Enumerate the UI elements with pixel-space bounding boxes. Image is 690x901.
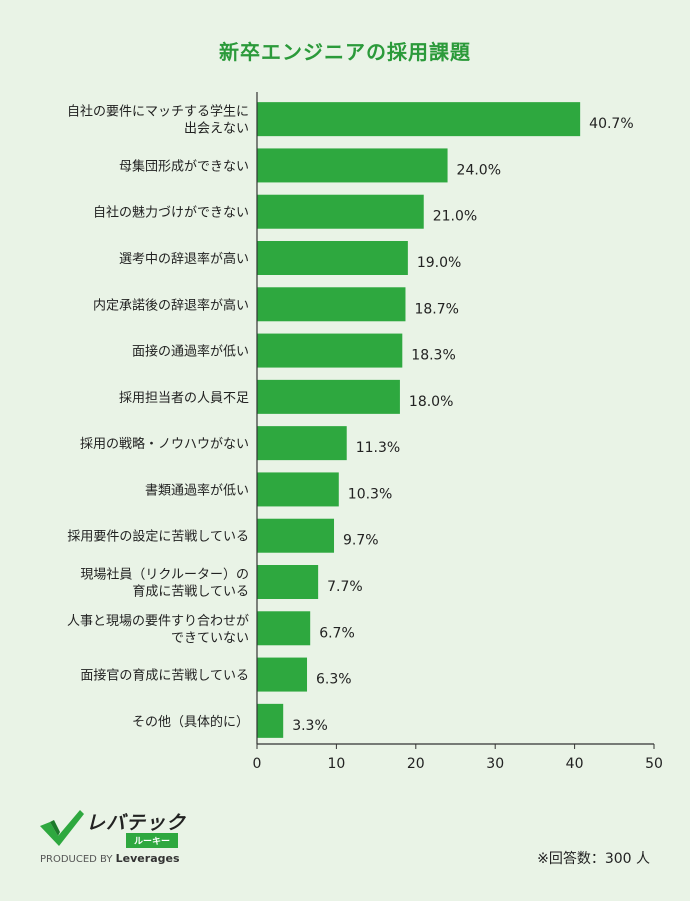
category-label-line: 面接の通過率が低い bbox=[132, 344, 249, 360]
value-label-10: 9.7% bbox=[343, 533, 379, 549]
logo-subtitle: ルーキー bbox=[126, 833, 179, 848]
category-label-line: その他（具体的に） bbox=[132, 714, 249, 730]
category-label-line: 内定承諾後の辞退率が高い bbox=[93, 297, 249, 313]
category-label-11: 現場社員（リクルーター）の育成に苦戦している bbox=[80, 567, 249, 600]
checkmark-logo-icon bbox=[40, 810, 84, 846]
bar-3 bbox=[257, 194, 424, 229]
bar-6 bbox=[257, 333, 403, 368]
category-label-line: 母集団形成ができない bbox=[119, 158, 249, 174]
bar-chart: 40.7% 自社の要件にマッチする学生に出会えない 24.0% 母集団形成ができない 2… bbox=[67, 92, 663, 772]
bar-4 bbox=[257, 241, 408, 275]
category-label-line: 出会えない bbox=[184, 122, 249, 137]
x-tick-label-40: 40 bbox=[566, 756, 584, 772]
bar-11 bbox=[257, 565, 319, 599]
category-label-8: 採用の戦略・ノウハウがない bbox=[80, 436, 249, 452]
category-label-line: 育成に苦戦している bbox=[132, 584, 249, 600]
category-label-3: 自社の魅力づけができない bbox=[93, 205, 249, 221]
value-label-2: 24.0% bbox=[457, 162, 501, 178]
category-label-12: 人事と現場の要件すり合わせができていない bbox=[67, 614, 249, 646]
category-label-line: 選考中の辞退率が高い bbox=[119, 251, 249, 267]
category-label-2: 母集団形成ができない bbox=[119, 158, 249, 174]
category-label-line: 採用要件の設定に苦戦している bbox=[67, 529, 249, 545]
category-label-6: 面接の通過率が低い bbox=[132, 344, 249, 360]
logo-produced-by: PRODUCED BY Leverages bbox=[40, 852, 180, 865]
category-label-1: 自社の要件にマッチする学生に出会えない bbox=[67, 104, 249, 137]
x-tick-label-0: 0 bbox=[253, 756, 262, 772]
category-label-line: 人事と現場の要件すり合わせが bbox=[67, 614, 249, 629]
category-label-5: 内定承諾後の辞退率が高い bbox=[93, 297, 249, 313]
category-label-7: 採用担当者の人員不足 bbox=[119, 391, 249, 406]
x-tick-label-50: 50 bbox=[645, 756, 663, 772]
logo-wordmark: レバテック bbox=[86, 812, 187, 834]
value-label-9: 10.3% bbox=[348, 486, 392, 502]
value-label-6: 18.3% bbox=[411, 348, 455, 364]
x-tick-label-10: 10 bbox=[327, 756, 345, 772]
bar-5 bbox=[257, 287, 406, 322]
category-label-line: 自社の魅力づけができない bbox=[93, 205, 249, 221]
category-label-line: 自社の要件にマッチする学生に bbox=[67, 104, 249, 120]
category-label-line: できていない bbox=[171, 631, 249, 646]
bar-9 bbox=[257, 472, 339, 507]
value-label-8: 11.3% bbox=[356, 440, 400, 456]
value-label-3: 21.0% bbox=[433, 209, 477, 225]
category-label-13: 面接官の育成に苦戦している bbox=[80, 668, 249, 684]
category-label-14: その他（具体的に） bbox=[132, 714, 249, 730]
category-label-4: 選考中の辞退率が高い bbox=[119, 251, 249, 267]
x-tick-label-20: 20 bbox=[407, 756, 425, 772]
value-label-1: 40.7% bbox=[589, 116, 633, 132]
category-label-line: 書類通過率が低い bbox=[145, 482, 249, 498]
bar-12 bbox=[257, 611, 311, 646]
value-label-4: 19.0% bbox=[417, 255, 461, 271]
category-label-line: 面接官の育成に苦戦している bbox=[80, 668, 249, 684]
chart-title: 新卒エンジニアの採用課題 bbox=[219, 40, 471, 64]
bar-10 bbox=[257, 518, 335, 553]
bar-8 bbox=[257, 426, 347, 461]
category-label-line: 採用担当者の人員不足 bbox=[119, 391, 249, 406]
value-label-7: 18.0% bbox=[409, 394, 453, 410]
category-label-line: 採用の戦略・ノウハウがない bbox=[80, 436, 249, 452]
bar-1 bbox=[257, 102, 581, 137]
levtech-rookie-logo: レバテック ルーキー PRODUCED BY Leverages bbox=[40, 806, 230, 868]
value-label-11: 7.7% bbox=[327, 579, 363, 595]
category-label-10: 採用要件の設定に苦戦している bbox=[67, 529, 249, 545]
bar-13 bbox=[257, 657, 308, 692]
category-label-9: 書類通過率が低い bbox=[145, 482, 249, 498]
category-label-line: 現場社員（リクルーター）の bbox=[80, 567, 249, 583]
bar-7 bbox=[257, 379, 400, 414]
value-label-14: 3.3% bbox=[292, 718, 328, 734]
bar-2 bbox=[257, 148, 448, 183]
x-tick-label-30: 30 bbox=[486, 756, 504, 772]
produced-by-brand: Leverages bbox=[115, 852, 180, 865]
bar-14 bbox=[257, 703, 284, 738]
respondent-count-note: ※回答数：300 人 bbox=[537, 851, 650, 867]
value-label-12: 6.7% bbox=[319, 625, 355, 641]
produced-by-text: PRODUCED BY bbox=[40, 854, 113, 865]
value-label-5: 18.7% bbox=[414, 301, 458, 317]
value-label-13: 6.3% bbox=[316, 672, 352, 688]
